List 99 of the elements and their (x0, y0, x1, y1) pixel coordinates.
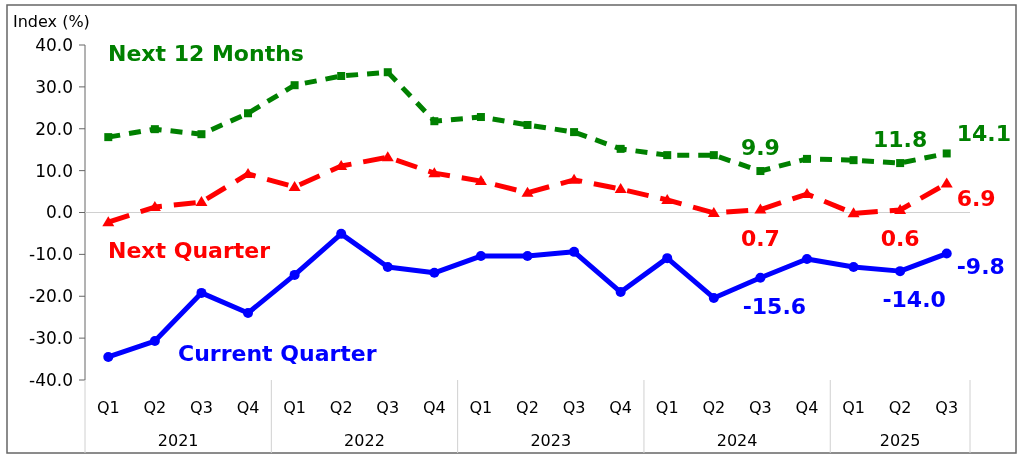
y-tick-label: -40.0 (29, 369, 73, 390)
text: 2025 (879, 431, 921, 450)
point (754, 203, 767, 214)
text: 2022 (344, 431, 385, 450)
point (522, 251, 533, 262)
point (195, 196, 208, 207)
point (336, 228, 347, 239)
point (568, 173, 581, 184)
series-label: Next Quarter (108, 238, 271, 263)
point (801, 253, 812, 264)
x-tick-label: Q3 (190, 398, 213, 417)
data-label: 0.6 (880, 225, 920, 251)
y-tick-label: -10.0 (29, 244, 73, 265)
x-tick-label: Q2 (143, 398, 167, 417)
x-tick-label: Q1 (842, 398, 865, 417)
y-tick-label: 20.0 (35, 118, 73, 139)
data-label: 0.7 (740, 225, 780, 251)
data-label: -15.6 (742, 293, 807, 319)
point (289, 269, 300, 280)
data-label: 6.9 (956, 185, 996, 211)
x-tick-label: Q4 (236, 398, 260, 417)
x-tick-label: Q1 (96, 398, 120, 417)
point (382, 261, 393, 272)
point (569, 246, 580, 257)
point (894, 203, 907, 214)
data-label: 14.1 (956, 121, 1011, 147)
point (707, 206, 720, 217)
text: 2023 (530, 431, 572, 450)
point (756, 167, 765, 176)
series-label: Next 12 Months (108, 41, 304, 66)
point (476, 113, 485, 122)
point (847, 207, 860, 218)
point (103, 351, 114, 362)
point (429, 267, 440, 278)
x-tick-label: Q2 (329, 398, 353, 417)
point (614, 183, 627, 194)
x-tick-label: Q3 (749, 398, 772, 417)
data-label: 11.8 (872, 127, 928, 153)
point (570, 128, 579, 137)
point (616, 144, 625, 153)
y-tick-label: 10.0 (35, 160, 73, 181)
point (521, 186, 534, 197)
point (708, 292, 719, 303)
x-tick-label: Q3 (562, 398, 586, 417)
x-tick-label: Q2 (888, 398, 912, 417)
point (428, 167, 441, 178)
text: 2024 (716, 431, 758, 450)
y-tick-label: -20.0 (29, 286, 73, 307)
point (430, 117, 439, 126)
point (197, 130, 206, 139)
y-tick-label: 30.0 (35, 76, 73, 97)
y-tick-label: 0.0 (45, 202, 73, 223)
point (104, 133, 113, 142)
point (615, 287, 626, 298)
point (896, 159, 905, 168)
x-tick-label: Q1 (283, 398, 306, 417)
point (848, 261, 859, 272)
point (523, 120, 532, 129)
y-tick-label: 40.0 (35, 34, 73, 55)
point (709, 151, 718, 160)
point (383, 68, 392, 77)
point (941, 248, 952, 259)
data-label: -14.0 (882, 287, 946, 313)
x-tick-label: Q1 (655, 398, 679, 417)
point (849, 156, 858, 165)
text: 2021 (157, 431, 199, 450)
point (288, 180, 301, 191)
point (150, 125, 159, 134)
point (243, 308, 254, 318)
x-tick-label: Q3 (935, 398, 959, 417)
x-tick-label: Q4 (609, 398, 633, 417)
x-tick-label: Q1 (469, 398, 493, 417)
data-label: -9.8 (956, 253, 1005, 279)
point (802, 154, 811, 163)
point (942, 149, 951, 158)
x-tick-label: Q2 (516, 398, 539, 417)
point (244, 109, 253, 118)
y-tick-label: -30.0 (29, 328, 73, 349)
point (474, 175, 487, 186)
x-tick-label: Q2 (702, 398, 726, 417)
point (102, 216, 115, 227)
point (895, 266, 906, 277)
point (475, 251, 486, 262)
point (290, 81, 299, 90)
point (196, 287, 207, 298)
point (337, 71, 346, 80)
point (662, 253, 673, 264)
series-label: Current Quarter (178, 341, 377, 366)
x-tick-label: Q4 (795, 398, 819, 417)
point (661, 193, 674, 204)
point (381, 151, 394, 162)
point (149, 336, 160, 347)
point (755, 272, 766, 283)
data-label: 9.9 (740, 135, 780, 161)
y-axis-title: Index (%) (13, 12, 90, 31)
x-tick-label: Q3 (376, 398, 400, 417)
x-tick-label: Q4 (422, 398, 446, 417)
point (663, 151, 672, 160)
point (940, 177, 953, 188)
